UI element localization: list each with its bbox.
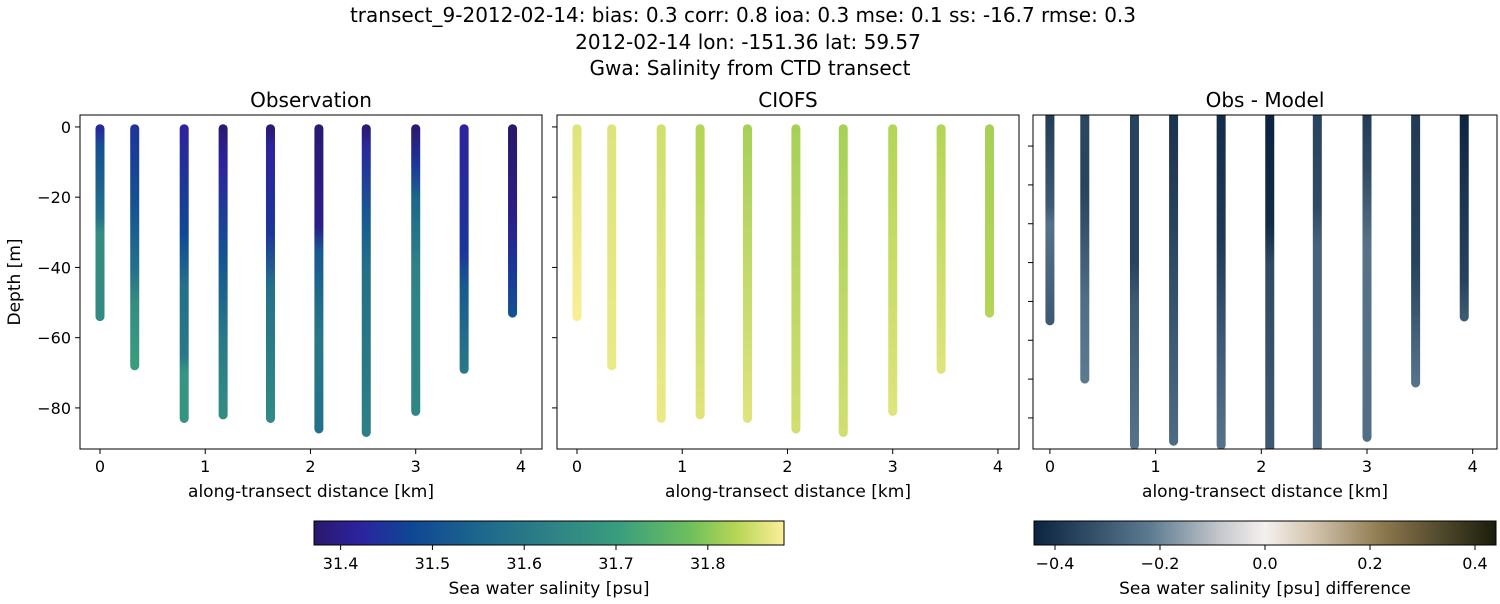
x-tick-label: 0: [95, 457, 105, 476]
x-tick-label: 1: [1151, 457, 1161, 476]
title-line-2: 2012-02-14 lon: -151.36 lat: 59.57: [575, 30, 921, 54]
colorbar-label: Sea water salinity [psu]: [449, 579, 650, 599]
x-tick-label: 3: [1362, 457, 1372, 476]
x-tick-label: 2: [782, 457, 792, 476]
y-tick-label: −80: [37, 399, 71, 418]
title-line-1: transect_9-2012-02-14: bias: 0.3 corr: 0…: [350, 3, 1136, 27]
colorbar-tick-label: 31.4: [323, 554, 359, 573]
colorbar-2: −0.4 −0.2 0.0 0.2 0.4 Sea water salinity [psu…: [1034, 521, 1496, 599]
y-tick-label: −20: [37, 188, 71, 207]
y-tick-label: −40: [37, 258, 71, 277]
axes-frame: [1033, 115, 1497, 449]
station-casts: [100, 129, 513, 433]
x-tick-label: 4: [516, 457, 526, 476]
colorbar-tick-label: 31.7: [598, 554, 634, 573]
x-axis-label: along-transect distance [km]: [1142, 482, 1388, 502]
station-casts: [577, 129, 990, 433]
axes-frame: [557, 115, 1019, 449]
panel-title: Obs - Model: [1206, 88, 1325, 112]
colorbar-tick-label: 31.6: [506, 554, 542, 573]
colorbar-tick-label: 31.5: [415, 554, 451, 573]
x-tick-label: 1: [200, 457, 210, 476]
colorbar-label: Sea water salinity [psu] difference: [1119, 579, 1411, 599]
title-line-3: Gwa: Salinity from CTD transect: [590, 56, 911, 80]
colorbar-tick-label: 0.0: [1252, 554, 1277, 573]
colorbar-tick-label: 0.4: [1462, 554, 1487, 573]
x-tick-label: 0: [1045, 457, 1055, 476]
x-tick-label: 4: [993, 457, 1003, 476]
panel-1: Observation 0 1 2 3 4 along-transect distance …: [5, 88, 542, 502]
colorbar-1: 31.4 31.5 31.6 31.7 31.8 Sea water salinity […: [314, 521, 784, 599]
colorbar-gradient: [1034, 521, 1496, 545]
colorbar-gradient: [314, 521, 784, 545]
panel-title: CIOFS: [758, 88, 817, 112]
x-axis-label: along-transect distance [km]: [665, 482, 911, 502]
x-tick-label: 3: [888, 457, 898, 476]
y-axis-label: Depth [m]: [5, 238, 25, 325]
x-tick-label: 0: [572, 457, 582, 476]
x-tick-label: 4: [1468, 457, 1478, 476]
colorbar-tick-label: −0.4: [1036, 554, 1075, 573]
y-tick-label: −60: [37, 329, 71, 348]
x-tick-label: 3: [411, 457, 421, 476]
x-axis-label: along-transect distance [km]: [188, 482, 434, 502]
colorbar-tick-label: 0.2: [1357, 554, 1382, 573]
x-tick-label: 2: [1256, 457, 1266, 476]
axes-frame: [80, 115, 542, 449]
station-casts: [1050, 109, 1464, 464]
x-tick-label: 2: [305, 457, 315, 476]
panel-title: Observation: [250, 88, 372, 112]
colorbar-tick-label: 31.8: [690, 554, 726, 573]
colorbar-tick-label: −0.2: [1141, 554, 1180, 573]
panel-3: Obs - Model 0 1 2 3 4 along-transect distance …: [1028, 88, 1497, 502]
panel-2: CIOFS 0 1 2 3 4 along-transect distance [km]: [552, 88, 1019, 502]
y-tick-label: 0: [61, 118, 71, 137]
x-tick-label: 1: [677, 457, 687, 476]
